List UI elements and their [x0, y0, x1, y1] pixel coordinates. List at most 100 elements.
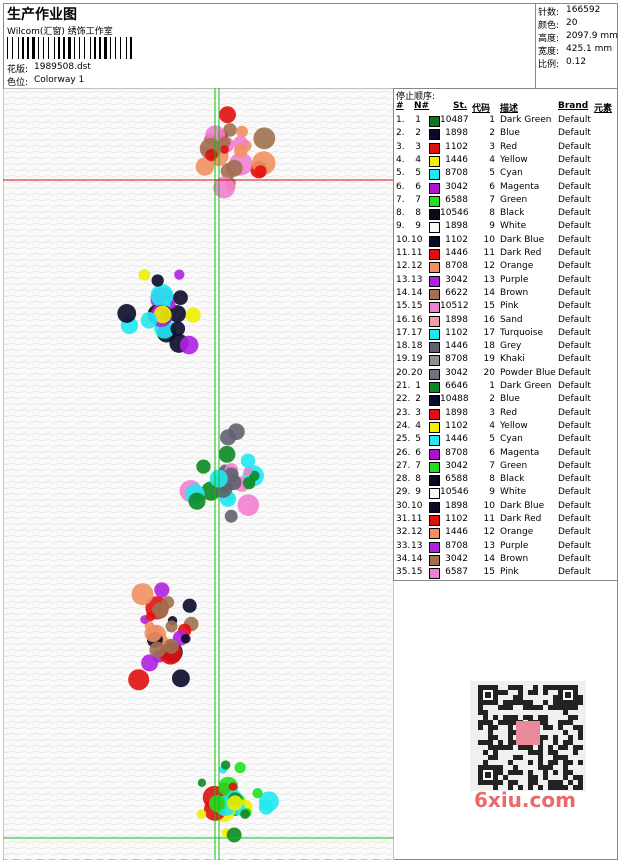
qr-cell — [543, 690, 548, 695]
flower — [174, 269, 185, 280]
flower — [208, 795, 226, 812]
qr-cell — [553, 760, 558, 765]
colorway: Colorway 1 — [34, 75, 85, 85]
brand: Default — [558, 261, 591, 272]
qr-cell — [548, 685, 553, 690]
qr-cell — [543, 775, 548, 780]
stitches: 8708 — [445, 261, 468, 272]
needle: 10 — [411, 500, 423, 511]
brand: Default — [558, 527, 591, 538]
qr-cell — [513, 740, 518, 745]
swatch — [429, 182, 440, 194]
description: White — [500, 487, 527, 498]
stat-value: 425.1 mm — [566, 44, 613, 54]
code: 4 — [489, 420, 495, 431]
qr-cell — [538, 760, 543, 765]
flower — [140, 311, 158, 329]
brand: Default — [558, 394, 591, 405]
stitches: 6622 — [445, 287, 468, 298]
stitches: 8708 — [445, 168, 468, 179]
stitches: 1898 — [445, 500, 468, 511]
stitches: 1446 — [445, 434, 468, 445]
needle: 13 — [411, 540, 423, 551]
qr-cell — [493, 785, 498, 790]
description: Blue — [500, 394, 520, 405]
qr-cell — [513, 780, 518, 785]
qr-cell — [493, 750, 498, 755]
swatch — [429, 382, 440, 393]
qr-cell — [508, 700, 513, 705]
bar — [115, 37, 116, 59]
qr-cell — [553, 755, 558, 760]
qr-cell — [518, 695, 523, 700]
flower — [180, 633, 191, 644]
qr-cell — [498, 740, 503, 745]
code: 7 — [489, 194, 495, 205]
qr-cell — [563, 730, 568, 735]
qr-cell — [513, 755, 518, 760]
qr-cell — [503, 720, 508, 725]
qr-cell — [518, 700, 523, 705]
row-index: 15. — [396, 301, 411, 312]
swatch — [429, 315, 440, 327]
qr-cell — [548, 705, 553, 710]
swatch — [429, 155, 440, 167]
brand: Default — [558, 474, 591, 485]
flower — [171, 669, 190, 688]
qr-cell — [523, 745, 528, 750]
qr-cell — [563, 785, 568, 790]
bar — [126, 37, 127, 59]
code: 12 — [483, 527, 495, 538]
flower — [153, 305, 172, 324]
flower — [170, 321, 186, 337]
qr-cell — [488, 720, 493, 725]
row-index: 20. — [396, 367, 411, 378]
qr-cell — [553, 700, 558, 705]
needle: 11 — [411, 514, 423, 524]
qr-cell — [553, 695, 558, 700]
flower — [188, 492, 206, 510]
flower — [182, 598, 197, 613]
flower — [258, 799, 274, 815]
row-index: 33. — [396, 540, 411, 551]
stitches: 6588 — [445, 474, 468, 485]
qr-cell — [483, 720, 488, 725]
stitches: 1898 — [445, 314, 468, 325]
swatch — [429, 142, 440, 154]
qr-cell — [503, 775, 508, 780]
brand: Default — [558, 274, 591, 285]
qr-cell — [533, 685, 538, 690]
qr-cell — [488, 725, 493, 730]
row-index: 24. — [396, 420, 411, 431]
code: 10 — [483, 234, 495, 245]
swatch — [429, 395, 440, 407]
stat-value: 20 — [566, 18, 578, 28]
qr-cell — [493, 755, 498, 760]
flower — [226, 827, 242, 843]
bar — [104, 37, 107, 59]
needle: 15 — [411, 301, 423, 312]
flower — [196, 459, 211, 474]
bar — [27, 37, 29, 59]
row-index: 8. — [396, 208, 405, 219]
brand: Default — [558, 287, 591, 298]
flower — [220, 429, 237, 446]
description: Dark Blue — [500, 234, 545, 245]
watermark: 6xiu.com — [474, 788, 576, 812]
qr-cell — [538, 715, 543, 720]
code: 4 — [489, 154, 495, 165]
qr-finder — [565, 692, 571, 698]
qr-cell — [543, 770, 548, 775]
bar — [12, 37, 13, 59]
stat-label: 颜色: — [538, 21, 560, 31]
bar — [48, 37, 49, 59]
row-index: 25. — [396, 434, 411, 445]
qr-cell — [508, 730, 513, 735]
qr-cell — [548, 780, 553, 785]
description: Yellow — [500, 420, 528, 431]
code: 6 — [489, 181, 495, 192]
needle: 10 — [411, 234, 423, 245]
flower — [220, 145, 229, 154]
bar — [110, 37, 111, 59]
code: 8 — [489, 208, 495, 219]
